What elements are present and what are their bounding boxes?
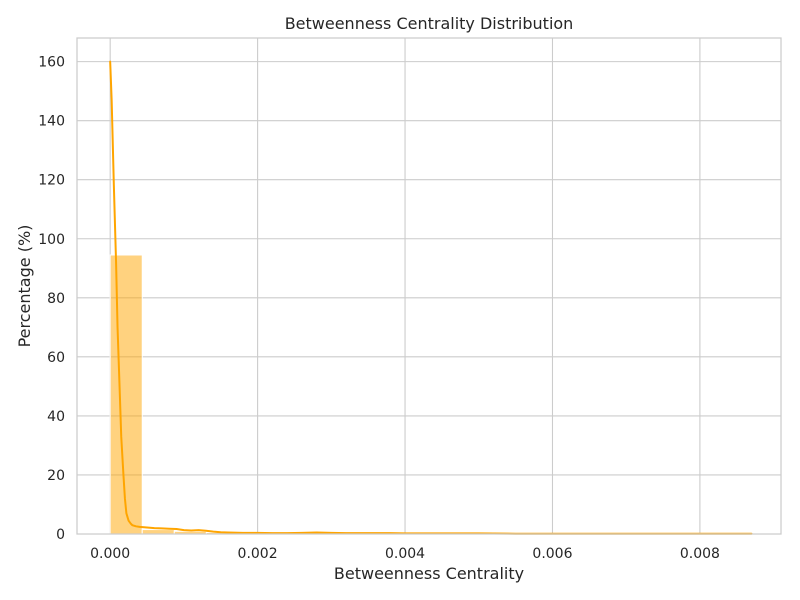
y-tick-label: 20 bbox=[47, 468, 65, 484]
y-axis-label: Percentage (%) bbox=[15, 225, 34, 348]
y-tick-label: 120 bbox=[38, 173, 65, 189]
x-axis-ticks: 0.000 0.002 0.004 0.006 0.008 bbox=[90, 546, 720, 562]
y-axis-ticks: 0 20 40 60 80 100 120 140 160 bbox=[38, 55, 65, 543]
x-tick-label: 0.004 bbox=[385, 546, 425, 562]
y-tick-label: 140 bbox=[38, 114, 65, 130]
plot-frame bbox=[76, 37, 782, 535]
y-tick-label: 40 bbox=[47, 409, 65, 425]
y-tick-label: 160 bbox=[38, 55, 65, 71]
chart-title: Betweenness Centrality Distribution bbox=[285, 14, 574, 33]
x-tick-label: 0.006 bbox=[532, 546, 572, 562]
y-tick-label: 100 bbox=[38, 232, 65, 248]
y-tick-label: 60 bbox=[47, 350, 65, 366]
y-tick-label: 80 bbox=[47, 291, 65, 307]
histogram-bar-1 bbox=[141, 529, 175, 535]
x-tick-label: 0.002 bbox=[238, 546, 278, 562]
y-tick-label: 0 bbox=[56, 527, 65, 543]
x-axis-label: Betweenness Centrality bbox=[334, 564, 524, 583]
grid bbox=[77, 38, 781, 535]
x-tick-label: 0.008 bbox=[680, 546, 720, 562]
histogram-bar-0 bbox=[109, 254, 143, 535]
histogram-bars bbox=[109, 254, 753, 535]
x-tick-label: 0.000 bbox=[90, 546, 130, 562]
